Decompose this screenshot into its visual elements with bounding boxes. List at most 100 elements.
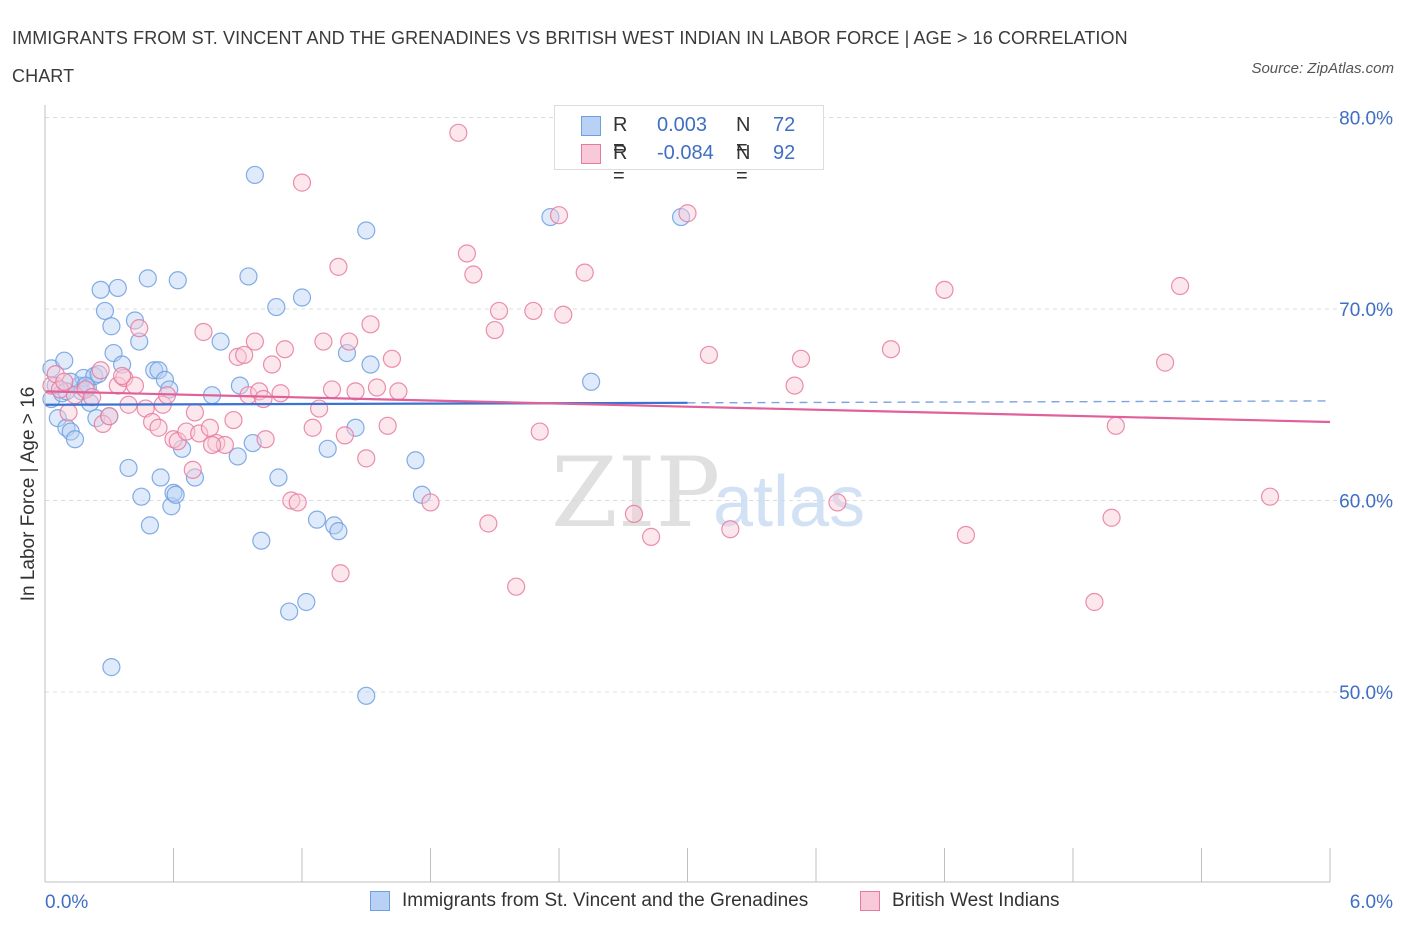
- point-blue: [149, 361, 168, 380]
- watermark-zip: ZIP: [551, 437, 720, 549]
- point-pink: [202, 435, 222, 455]
- legend-r-label: R =: [613, 114, 628, 159]
- point-pink: [149, 418, 168, 437]
- legend-r-value: 0.003: [657, 114, 708, 136]
- point-blue: [292, 288, 312, 307]
- x-tick-label: 0.0%: [45, 892, 88, 913]
- point-blue: [108, 278, 127, 298]
- y-tick-label: 60.0%: [1339, 492, 1393, 513]
- point-pink: [1155, 353, 1175, 372]
- point-blue: [138, 269, 157, 288]
- y-axis-label: In Labor Force | Age > 16: [18, 387, 39, 602]
- point-pink: [699, 345, 719, 365]
- point-pink: [112, 366, 132, 386]
- point-pink: [1106, 416, 1125, 435]
- point-blue: [55, 351, 74, 370]
- x-tick-label: 6.0%: [1350, 892, 1393, 913]
- point-pink: [224, 410, 243, 430]
- point-blue: [132, 487, 151, 506]
- point-pink: [100, 407, 119, 426]
- point-pink: [1102, 508, 1121, 527]
- point-blue: [239, 267, 258, 286]
- point-pink: [340, 332, 359, 351]
- trend-line-pink: [44, 390, 1331, 424]
- axis-layer: 50.0% 60.0% 70.0% 80.0% 0.0% 6.0% In Labor For…: [18, 105, 1393, 913]
- legend-n-value: 92: [773, 142, 796, 164]
- point-pink: [194, 322, 213, 342]
- chart-title: IMMIGRANTS FROM ST. VINCENT AND THE GREN…: [12, 28, 1128, 86]
- point-pink: [55, 372, 74, 391]
- point-pink: [421, 493, 440, 512]
- legend-swatch-blue: [581, 116, 601, 136]
- point-pink: [828, 493, 847, 512]
- source-label: Source: ZipAtlas.com: [1251, 60, 1394, 77]
- point-pink: [357, 449, 376, 468]
- point-pink: [331, 564, 350, 583]
- point-blue: [65, 430, 85, 449]
- point-pink: [91, 361, 110, 380]
- trend-line-blue-dashed: [687, 400, 1331, 404]
- point-blue: [297, 592, 316, 612]
- point-blue: [168, 271, 187, 290]
- y-tick-label: 50.0%: [1339, 683, 1393, 704]
- point-blue: [155, 370, 175, 389]
- point-blue: [151, 468, 170, 487]
- point-pink: [389, 382, 408, 401]
- point-pink: [641, 527, 661, 546]
- point-pink: [215, 435, 234, 455]
- point-blue: [307, 510, 327, 529]
- point-pink: [346, 382, 365, 401]
- legend-swatch-pink: [581, 144, 601, 164]
- point-blue: [228, 447, 247, 466]
- point-pink: [524, 301, 543, 321]
- point-blue: [361, 355, 380, 374]
- point-pink: [721, 520, 740, 539]
- point-pink: [322, 380, 342, 399]
- point-pink: [464, 265, 483, 284]
- point-pink: [262, 355, 282, 374]
- point-pink: [507, 577, 526, 596]
- point-pink: [185, 403, 205, 422]
- point-pink: [485, 320, 504, 340]
- point-blue: [357, 686, 376, 705]
- point-pink: [549, 206, 569, 225]
- points-layer: [42, 123, 1280, 705]
- point-blue: [166, 485, 185, 504]
- point-blue: [211, 332, 230, 351]
- point-pink: [235, 345, 254, 365]
- point-pink: [183, 460, 202, 479]
- point-pink: [382, 349, 402, 368]
- point-pink: [575, 263, 594, 282]
- point-pink: [329, 257, 348, 276]
- point-blue: [102, 658, 121, 677]
- legend-r-label: R =: [613, 142, 628, 187]
- point-pink: [288, 493, 307, 512]
- point-pink: [1170, 276, 1190, 296]
- point-blue: [95, 301, 115, 321]
- bottom-legend-swatch-pink: [860, 891, 880, 911]
- point-blue: [245, 165, 264, 185]
- point-pink: [935, 280, 954, 299]
- point-pink: [271, 384, 290, 403]
- point-pink: [956, 525, 976, 545]
- point-blue: [329, 522, 348, 541]
- bottom-legend-label-blue: Immigrants from St. Vincent and the Gren…: [402, 890, 809, 911]
- point-blue: [582, 372, 601, 391]
- point-pink: [624, 504, 644, 524]
- point-pink: [292, 173, 312, 192]
- point-blue: [280, 602, 299, 621]
- point-pink: [200, 418, 220, 437]
- point-blue: [162, 497, 181, 516]
- point-pink: [449, 123, 468, 142]
- point-pink: [785, 376, 804, 395]
- point-pink: [881, 340, 901, 359]
- y-tick-label: 80.0%: [1339, 109, 1393, 130]
- point-pink: [678, 204, 697, 223]
- point-pink: [479, 514, 498, 533]
- point-pink: [256, 430, 275, 449]
- point-blue: [337, 343, 357, 363]
- point-blue: [252, 531, 271, 550]
- point-pink: [83, 387, 102, 407]
- point-pink: [457, 244, 477, 263]
- point-pink: [245, 332, 264, 351]
